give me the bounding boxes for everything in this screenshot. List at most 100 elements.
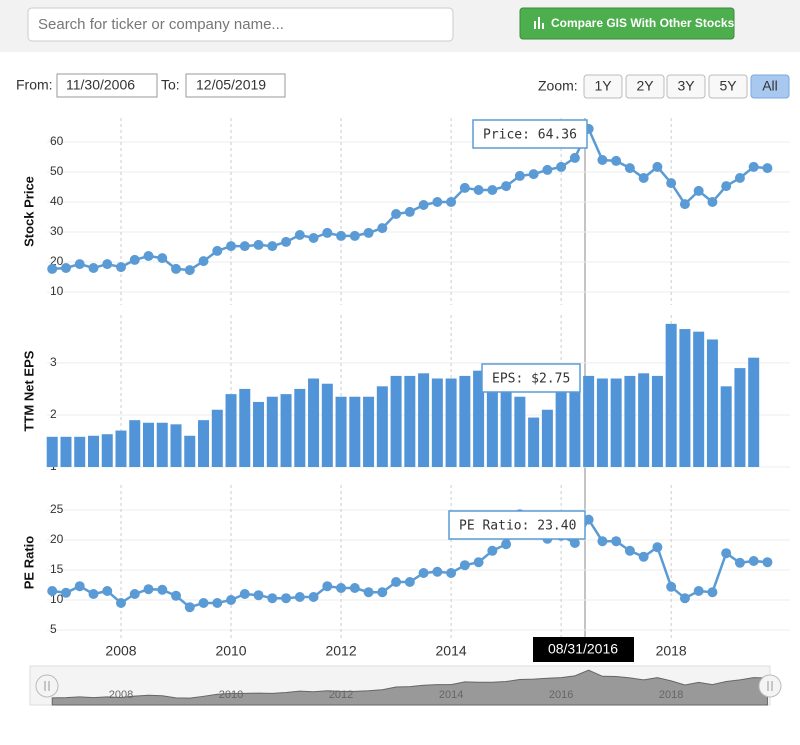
bar [651, 375, 663, 467]
point [143, 584, 154, 595]
bar [486, 375, 498, 467]
navigator-handle[interactable] [758, 674, 782, 698]
y-tick-label: 5 [50, 622, 57, 636]
zoom-button[interactable] [708, 74, 748, 99]
tooltip-text: Price: 64.36 [483, 128, 577, 143]
compare-label: Compare GIS With Other Stocks [551, 16, 735, 30]
bar [335, 396, 347, 467]
point [514, 170, 525, 181]
point [60, 263, 71, 274]
compare-button[interactable] [519, 7, 735, 40]
point [239, 588, 250, 599]
point [88, 588, 99, 599]
to-label: To: [161, 77, 180, 93]
zoom-label: Zoom: [538, 78, 578, 94]
zoom-button-label: 5Y [719, 78, 737, 94]
bar [555, 388, 567, 467]
point [597, 536, 608, 547]
zoom-button[interactable] [666, 74, 706, 99]
bar [445, 378, 457, 467]
y-tick-label: 40 [50, 194, 64, 208]
x-tick-label: 2008 [105, 643, 136, 659]
point [322, 581, 333, 592]
bar [101, 434, 113, 467]
bar [390, 375, 402, 467]
bar [184, 435, 196, 467]
point [446, 567, 457, 578]
point [115, 262, 126, 273]
point [47, 263, 58, 274]
point [652, 542, 663, 553]
point [74, 581, 85, 592]
point [391, 209, 402, 220]
point [226, 241, 237, 252]
point [267, 241, 278, 252]
bar [129, 420, 141, 467]
bar-icon [534, 17, 544, 29]
point [322, 227, 333, 238]
point [611, 536, 622, 547]
bar [308, 378, 320, 467]
bar [115, 430, 127, 467]
bar [156, 422, 168, 467]
point [638, 173, 649, 184]
x-tick-label: 2010 [215, 643, 246, 659]
tooltip-box [472, 119, 588, 149]
bar [583, 375, 595, 467]
from-date: 11/30/2006 [66, 77, 135, 93]
navigator-label: 2018 [659, 689, 683, 701]
from-input[interactable] [56, 73, 158, 98]
search-placeholder: Search for ticker or company name... [38, 16, 284, 33]
search-input[interactable] [27, 7, 454, 42]
to-input[interactable] [185, 73, 286, 98]
bar [706, 339, 718, 467]
zoom-button-label: 2Y [636, 78, 654, 94]
point [294, 230, 305, 241]
bar [363, 396, 375, 467]
point [721, 181, 732, 192]
point [418, 567, 429, 578]
bar [349, 396, 361, 467]
zoom-button[interactable] [750, 74, 790, 99]
point [281, 593, 292, 604]
bar [720, 386, 732, 467]
bar [404, 375, 416, 467]
bar [610, 378, 622, 467]
y-axis-title: TTM Net EPS [21, 350, 36, 431]
point [239, 241, 250, 252]
point [624, 163, 635, 174]
point [171, 263, 182, 274]
y-tick-label: 30 [50, 224, 64, 238]
point [267, 593, 278, 604]
point [459, 560, 470, 571]
navigator-label: 2008 [109, 689, 133, 701]
bar [431, 378, 443, 467]
zoom-button[interactable] [625, 74, 665, 99]
point [707, 197, 718, 208]
point [377, 223, 388, 234]
from-label: From: [16, 77, 53, 93]
navigator-handle[interactable] [35, 674, 59, 698]
zoom-button[interactable] [583, 74, 623, 99]
point [198, 256, 209, 267]
bar [748, 357, 760, 467]
point [253, 590, 264, 601]
bar [596, 378, 608, 467]
bar [239, 388, 251, 467]
point [74, 259, 85, 270]
navigator-label: 2014 [439, 689, 463, 701]
point [473, 557, 484, 568]
x-tick-label: 2012 [325, 643, 356, 659]
point [748, 556, 759, 567]
bar [198, 420, 210, 467]
point [734, 173, 745, 184]
y-tick-label: 3 [50, 355, 57, 369]
bar [500, 391, 512, 467]
point [446, 197, 457, 208]
point [336, 582, 347, 593]
point [638, 551, 649, 562]
bar [87, 435, 99, 467]
point [762, 557, 773, 568]
point [129, 588, 140, 599]
bar [679, 329, 691, 467]
